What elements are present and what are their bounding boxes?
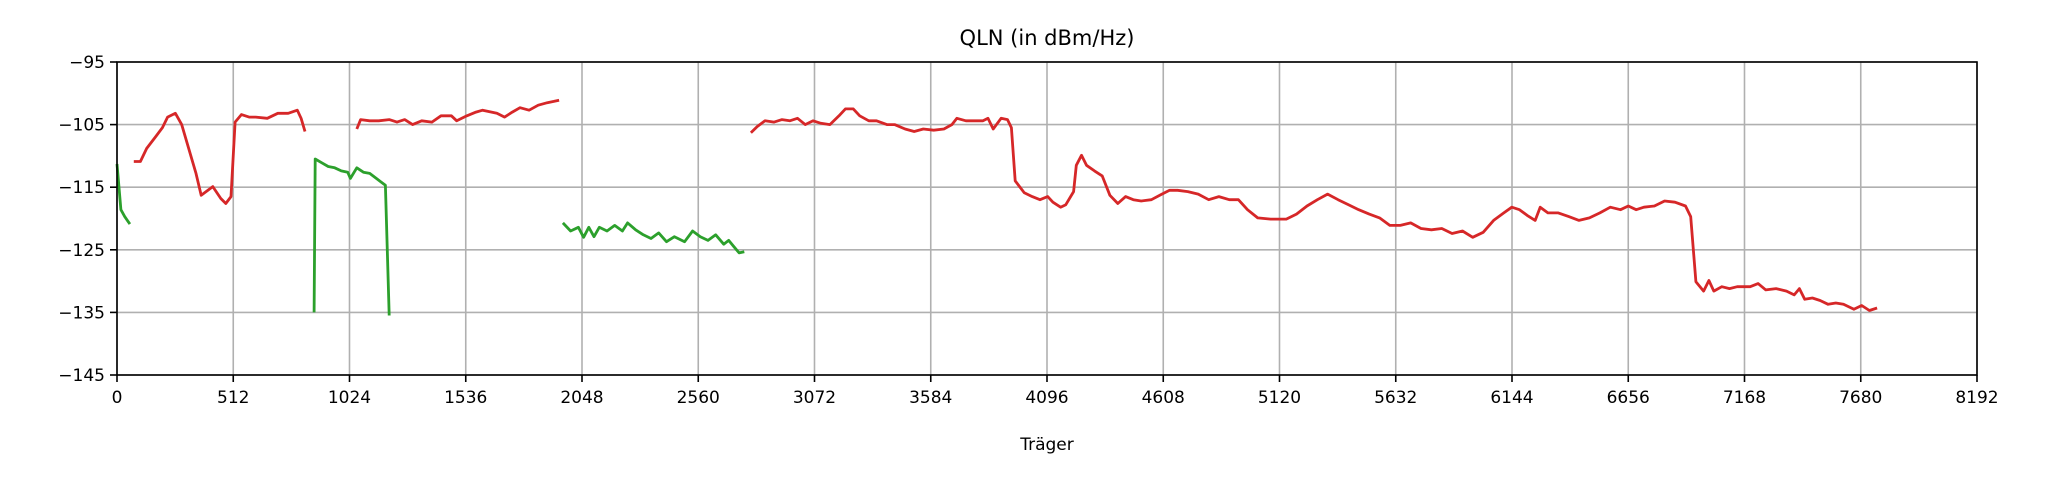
x-tick-label: 3584	[909, 388, 952, 408]
x-tick-label: 2048	[560, 388, 603, 408]
y-tick-label: −95	[69, 53, 105, 73]
x-tick-label: 1024	[328, 388, 371, 408]
x-tick-label: 1536	[444, 388, 487, 408]
y-tick-label: −105	[58, 116, 105, 136]
x-tick-label: 6656	[1607, 388, 1650, 408]
x-tick-label: 512	[217, 388, 249, 408]
chart-title: QLN (in dBm/Hz)	[960, 26, 1135, 50]
x-axis-label: Träger	[1019, 435, 1074, 455]
x-tick-label: 8192	[1955, 388, 1998, 408]
x-tick-label: 5120	[1258, 388, 1301, 408]
series-1-line-segment	[115, 163, 132, 225]
x-tick-label: 7680	[1839, 388, 1882, 408]
x-tick-label: 6144	[1490, 388, 1533, 408]
x-tick-label: 0	[112, 388, 123, 408]
grid	[116, 61, 1978, 376]
series-0-line-segment	[133, 108, 307, 205]
x-tick-label: 4096	[1025, 388, 1068, 408]
series-0-line-segment	[749, 107, 1878, 312]
series-1-line-segment	[561, 221, 745, 255]
x-tick-label: 7168	[1723, 388, 1766, 408]
y-tick-label: −115	[58, 178, 105, 198]
series-0-line-segment	[355, 98, 560, 130]
series-1-line-segment	[312, 157, 391, 316]
x-tick-label: 5632	[1374, 388, 1417, 408]
ticks: 0 512 1024 1536 2048 2560 3072 3584 4096 4608 5120…	[58, 53, 1998, 408]
data-lines	[115, 98, 1878, 316]
x-tick-label: 4608	[1142, 388, 1185, 408]
y-tick-label: −125	[58, 241, 105, 261]
y-tick-label: −135	[58, 303, 105, 323]
x-tick-label: 2560	[677, 388, 720, 408]
y-tick-label: −145	[58, 366, 105, 386]
x-tick-label: 3072	[793, 388, 836, 408]
